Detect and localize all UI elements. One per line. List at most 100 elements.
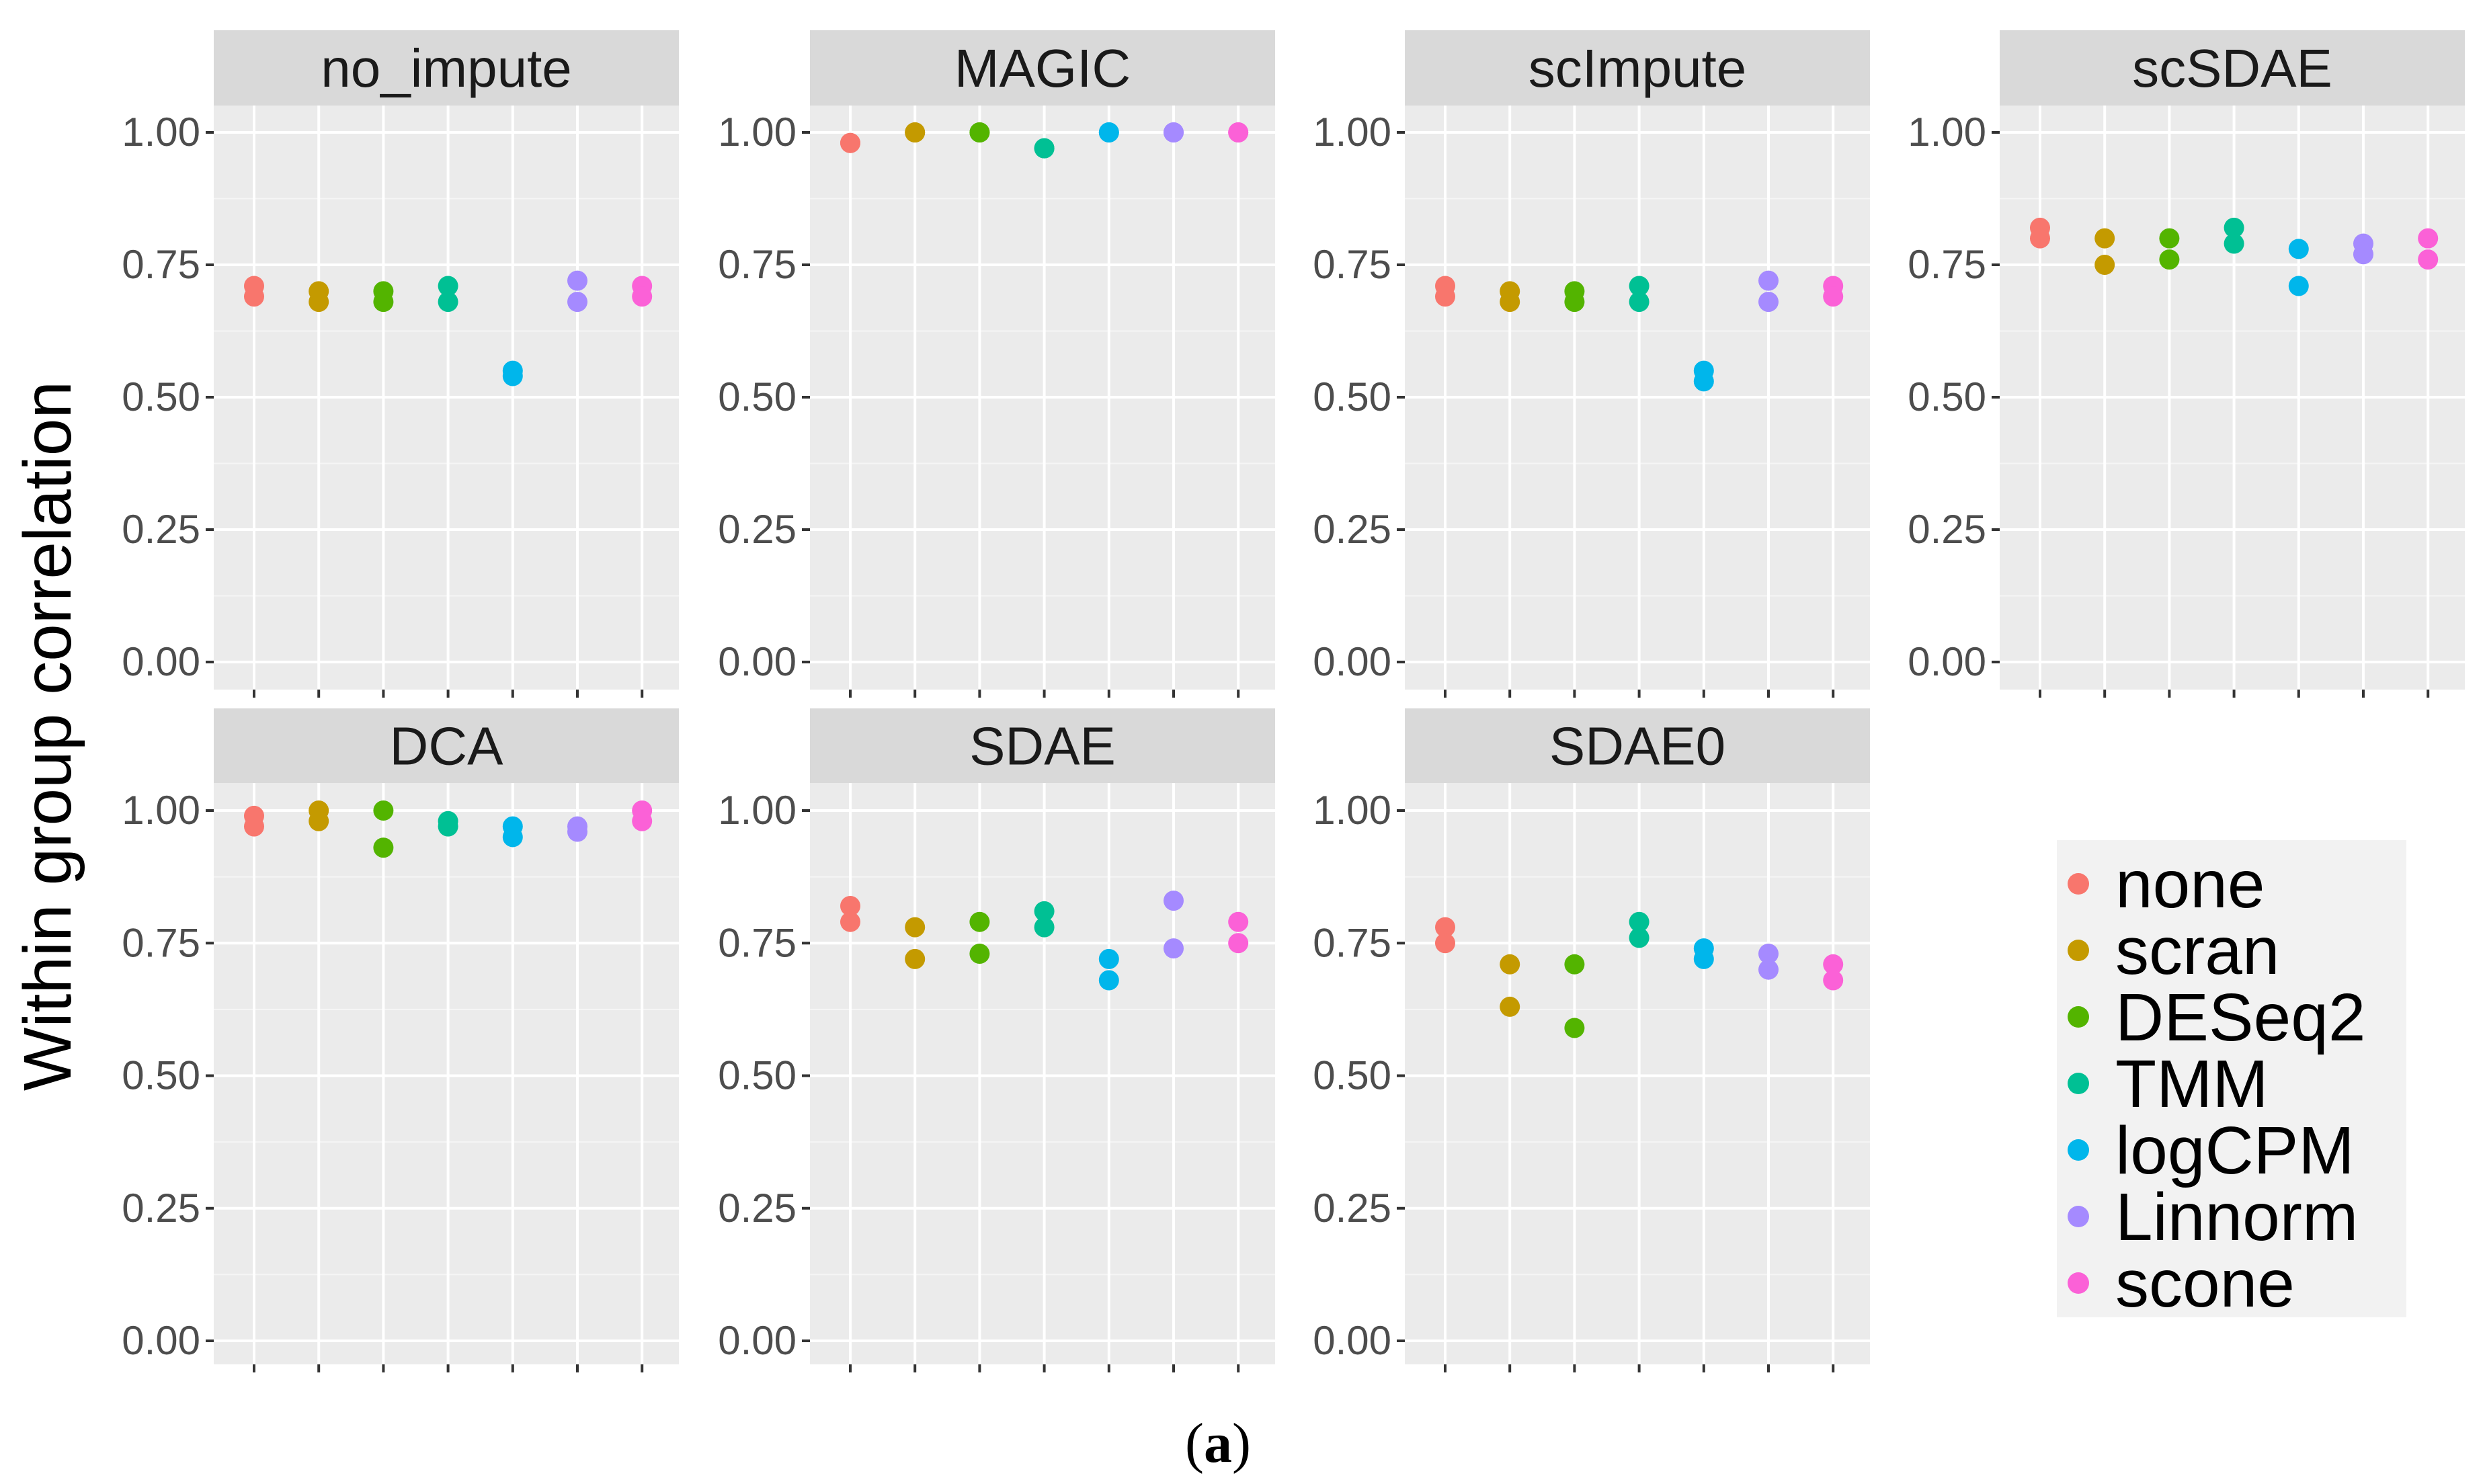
point-no-impute-logcpm <box>502 366 523 386</box>
panel-background <box>1405 783 1870 1364</box>
y-tick-label: 0.75 <box>1313 242 1391 287</box>
y-tick-label: 0.25 <box>718 507 797 552</box>
point-sdae-linnorm <box>1164 891 1184 911</box>
point-magic-scone <box>1228 122 1249 142</box>
panel-dca: DCA 0.00 0.25 0.50 0.75 1.00 <box>122 708 679 1372</box>
point-sdae-deseq2 <box>969 944 990 964</box>
y-tick-label: 0.00 <box>122 639 200 684</box>
panel-title: SDAE <box>969 716 1116 776</box>
panel-strip <box>2000 30 2465 106</box>
point-dca-tmm <box>438 816 458 837</box>
panel-sdae: SDAE 0.00 0.25 0.50 0.75 1.00 <box>718 708 1275 1372</box>
point-magic-linnorm <box>1164 122 1184 142</box>
y-tick-label: 0.50 <box>718 1053 797 1098</box>
y-tick-label: 0.25 <box>122 1186 200 1231</box>
point-scimpute-logcpm <box>1693 371 1714 392</box>
legend-key-tmm <box>2068 1073 2089 1094</box>
legend-background <box>2057 840 2406 1317</box>
point-scsdae-logcpm <box>2288 276 2309 296</box>
y-tick-label: 0.75 <box>1908 242 1986 287</box>
y-tick-label: 0.50 <box>122 1053 200 1098</box>
point-no-impute-linnorm <box>567 292 587 313</box>
y-tick-label: 0.50 <box>718 374 797 419</box>
panel-sdae0: SDAE0 0.00 0.25 0.50 0.75 1.00 <box>1313 708 1870 1372</box>
point-sdae-none <box>840 896 860 917</box>
point-scimpute-scran <box>1500 292 1520 313</box>
point-no-impute-scone <box>632 286 653 307</box>
point-scsdae-scran <box>2094 255 2115 275</box>
y-tick-label: 0.00 <box>718 639 797 684</box>
point-magic-deseq2 <box>969 122 990 142</box>
point-sdae0-deseq2 <box>1564 1018 1585 1038</box>
point-scimpute-tmm <box>1629 276 1649 296</box>
panel-title: SDAE0 <box>1549 716 1725 776</box>
y-tick-label: 0.25 <box>1908 507 1986 552</box>
y-tick-label: 1.00 <box>718 788 797 833</box>
point-scsdae-deseq2 <box>2159 249 2180 270</box>
point-dca-scone <box>632 811 653 831</box>
point-sdae0-logcpm <box>1693 948 1714 969</box>
panel-strip <box>810 708 1275 783</box>
y-tick-label: 0.50 <box>1313 1053 1391 1098</box>
y-tick-label: 1.00 <box>718 110 797 155</box>
y-tick-label: 0.00 <box>122 1318 200 1363</box>
legend-key-scone <box>2068 1272 2089 1294</box>
point-magic-scran <box>905 122 926 142</box>
caption-close-paren: ) <box>1232 1412 1251 1475</box>
point-sdae0-linnorm <box>1758 959 1779 980</box>
point-sdae-scran <box>905 917 926 938</box>
point-scsdae-scone <box>2418 228 2439 249</box>
point-no-impute-linnorm <box>567 270 587 291</box>
point-scimpute-linnorm <box>1758 292 1779 313</box>
panel-strip <box>1405 30 1870 106</box>
y-tick-label: 0.25 <box>1313 507 1391 552</box>
y-tick-label: 0.50 <box>1313 374 1391 419</box>
point-sdae0-scone <box>1823 970 1844 991</box>
legend-key-scran <box>2068 940 2089 961</box>
panel-no-impute: no_impute 0.00 0.25 0.50 0.75 1.00 <box>122 30 679 698</box>
legend-label-logcpm: logCPM <box>2115 1113 2355 1188</box>
y-tick-label: 0.00 <box>1313 639 1391 684</box>
y-tick-label: 0.75 <box>122 242 200 287</box>
panel-strip <box>214 30 679 106</box>
panel-scimpute: scImpute 0.00 0.25 0.50 0.75 1.00 <box>1313 30 1870 698</box>
point-scimpute-none <box>1435 286 1455 307</box>
point-dca-logcpm <box>502 827 523 848</box>
y-tick-label: 0.75 <box>718 242 797 287</box>
y-tick-label: 0.75 <box>1313 920 1391 965</box>
point-scimpute-linnorm <box>1758 270 1779 291</box>
point-no-impute-tmm <box>438 292 458 313</box>
legend-key-logcpm <box>2068 1139 2089 1161</box>
y-tick-label: 0.00 <box>1908 639 1986 684</box>
panel-title: no_impute <box>321 38 572 98</box>
point-sdae0-scone <box>1823 954 1844 975</box>
panel-scsdae: scSDAE 0.00 0.25 0.50 0.75 1.00 <box>1908 30 2465 698</box>
legend-key-none <box>2068 873 2089 895</box>
legend-label-tmm: TMM <box>2115 1046 2269 1122</box>
legend-key-linnorm <box>2068 1206 2089 1227</box>
point-sdae-scone <box>1228 933 1249 954</box>
y-tick-label: 0.00 <box>1313 1318 1391 1363</box>
point-sdae0-none <box>1435 933 1455 954</box>
y-tick-label: 1.00 <box>1908 110 1986 155</box>
point-magic-logcpm <box>1098 122 1119 142</box>
legend-label-scone: scone <box>2115 1246 2295 1321</box>
panel-title: DCA <box>390 716 504 776</box>
point-magic-none <box>840 132 860 153</box>
point-sdae0-tmm <box>1629 911 1649 932</box>
y-tick-label: 0.00 <box>718 1318 797 1363</box>
point-scimpute-scone <box>1823 286 1844 307</box>
y-tick-label: 1.00 <box>122 110 200 155</box>
point-sdae-tmm <box>1034 901 1055 921</box>
panel-background <box>214 783 679 1364</box>
panel-title: scImpute <box>1529 38 1747 98</box>
point-no-impute-tmm <box>438 276 458 296</box>
y-tick-label: 0.50 <box>1908 374 1986 419</box>
point-sdae-logcpm <box>1098 948 1119 969</box>
y-tick-label: 1.00 <box>1313 788 1391 833</box>
point-magic-tmm <box>1034 138 1055 159</box>
point-dca-deseq2 <box>373 837 394 858</box>
